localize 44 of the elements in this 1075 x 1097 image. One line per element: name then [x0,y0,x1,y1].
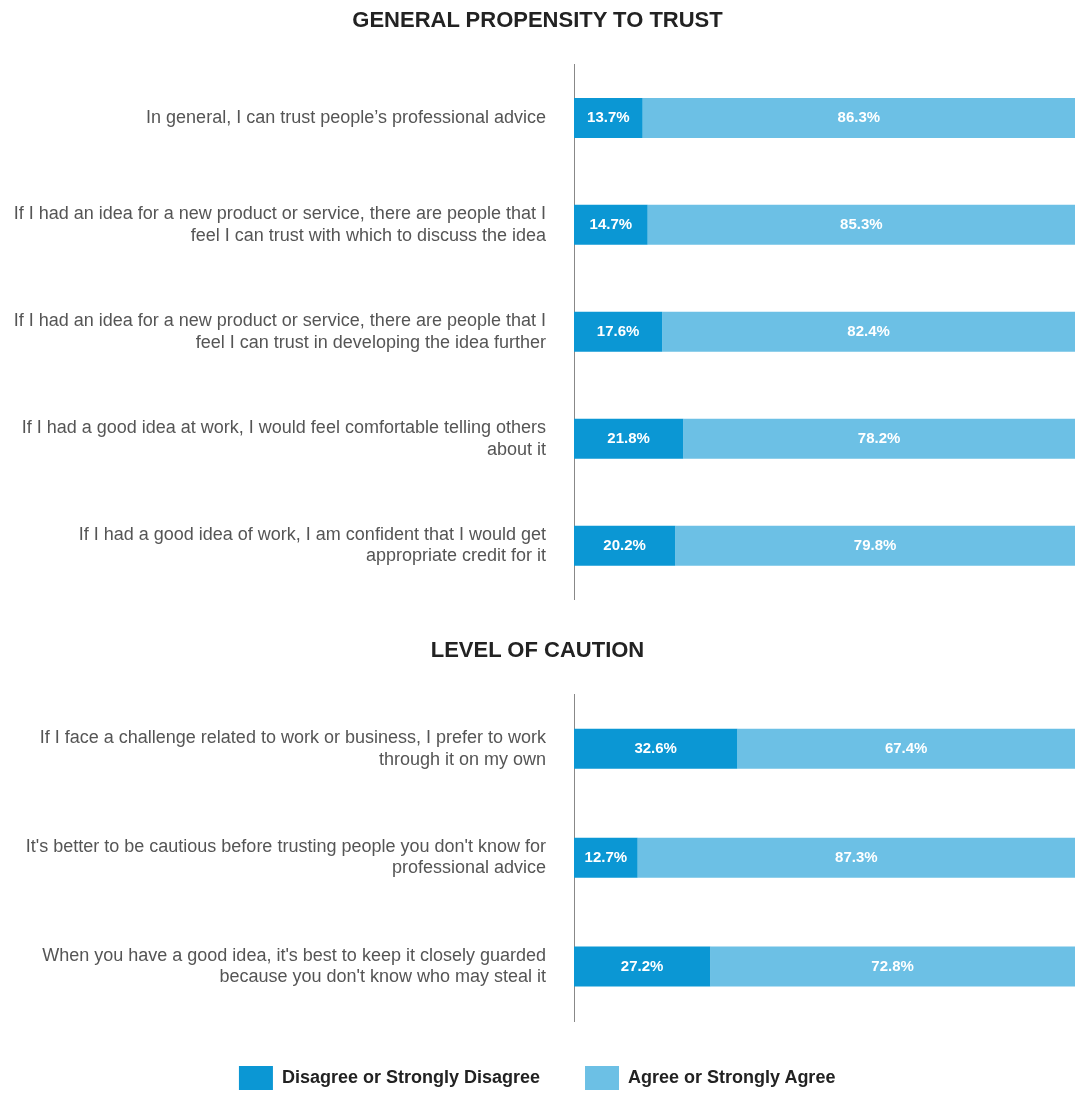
data-label: 67.4% [884,738,928,756]
bar [683,418,1075,459]
data-label: 27.2% [620,956,664,974]
chart-title: GENERAL PROPENSITY TO TRUST [352,7,724,33]
data-label: 32.6% [634,738,677,756]
data-label: 82.4% [847,321,890,339]
data-label: 12.7% [584,847,628,865]
bar [637,837,1075,878]
data-label: 13.7% [587,108,630,126]
data-label: 78.2% [857,428,901,446]
y-tick-label: When you have a good idea, it's best to keep it closely guarded because you don't know who may steal it [42,944,546,987]
bar [574,728,738,769]
bar [574,946,711,987]
y-tick-label: If I had a good idea of work, I am confident that I would get appropriate credit for it [78,523,546,566]
bar [710,946,1075,987]
y-tick-label: It's better to be cautious before trusting people you don't know for professional advice [25,835,546,878]
data-label: 86.3% [837,108,881,126]
data-label: 17.6% [596,321,640,339]
y-tick-label: If I had an idea for a new product or service, there are people that I feel I can trust with which to discuss the idea [13,203,547,245]
legend-label: Agree or Strongly Agree [628,1066,836,1087]
bar [574,97,643,138]
y-tick-label: If I face a challenge related to work or business, I prefer to work through it on my own [39,727,547,769]
data-label: 85.3% [840,214,883,232]
bar [574,525,676,566]
data-label: 21.8% [607,428,650,446]
y-tick-label: If I had a good idea at work, I would feel comfortable telling others about it [21,416,546,459]
bar [574,204,648,245]
data-label: 72.8% [871,956,914,974]
data-label: 14.7% [589,214,633,232]
legend-label: Disagree or Strongly Disagree [281,1066,541,1087]
bar [662,311,1075,352]
bar [737,728,1075,769]
data-label: 79.8% [853,535,897,553]
bar [642,97,1075,138]
bar [574,418,684,459]
bar [675,525,1075,566]
data-label: 20.2% [603,535,646,553]
bar [647,204,1075,245]
data-label: 87.3% [835,847,878,865]
chart-title: LEVEL OF CAUTION [430,637,645,663]
bar [574,837,638,878]
y-tick-label: In general, I can trust people’s professional advice [146,106,546,127]
y-tick-label: If I had an idea for a new product or service, there are people that I feel I can trust in developing the idea further [13,309,546,352]
bar [574,311,663,352]
